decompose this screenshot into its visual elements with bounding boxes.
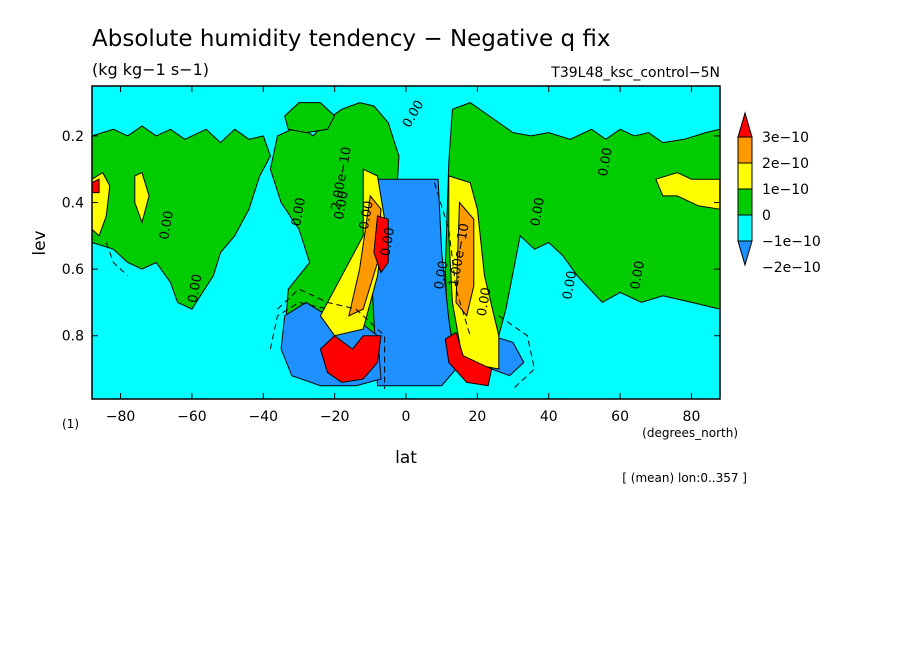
colorbar-label: 3e−10 <box>762 130 809 146</box>
colorbar: 3e−10 2e−10 1e−10 0 −1e−10 −2e−10 <box>737 111 821 276</box>
colorbar-label: −2e−10 <box>762 260 821 276</box>
footnote: [ (mean) lon:0..357 ] <box>622 471 747 485</box>
run-label: T39L48_ksc_control−5N <box>550 65 720 81</box>
contour-neg-1 <box>277 288 386 389</box>
region-yellow-s2 <box>134 171 150 225</box>
y-tick-label: 0.8 <box>62 329 84 345</box>
contour-neg-3 <box>105 242 129 277</box>
region-orange-south-mid <box>348 194 382 317</box>
colorbar-label: −1e−10 <box>762 234 821 250</box>
x-tick-label: −20 <box>320 409 350 425</box>
chart-units: (kg kg−1 s−1) <box>92 60 209 79</box>
colorbar-label: 2e−10 <box>762 156 809 172</box>
x-tick-label: 20 <box>468 409 486 425</box>
contour-label: 0.00 <box>528 196 548 227</box>
y-axis-units: (1) <box>62 417 79 431</box>
x-axis-units: (degrees_north) <box>642 426 738 440</box>
colorbar-swatch <box>737 188 753 216</box>
contour-label: 0.00 <box>332 190 352 221</box>
contour-label: 0.00 <box>157 210 177 241</box>
contour-lines <box>105 182 536 390</box>
contour-label: 0.00 <box>432 260 452 291</box>
y-tick-label: 0.4 <box>62 196 84 212</box>
x-tick-label: 80 <box>683 409 701 425</box>
y-axis-label: lev <box>30 230 50 255</box>
region-red-south <box>319 335 382 383</box>
x-tick-label: 0 <box>402 409 411 425</box>
plot-area: 0.000.000.00 0.00 0.000.000.000.000.000.00… <box>91 85 721 400</box>
y-axis: 0.2 0.4 0.6 0.8 <box>62 129 720 345</box>
colorbar-extend-bottom <box>737 240 753 267</box>
colorbar-extend-top <box>737 111 753 138</box>
colorbar-swatch <box>737 136 753 164</box>
colorbar-swatch <box>737 162 753 190</box>
colorbar-label: 1e−10 <box>762 182 809 198</box>
contour-neg-5 <box>434 182 471 336</box>
x-tick-label: −80 <box>106 409 136 425</box>
contour-label: 0.00 <box>357 200 377 231</box>
contour-label: 0.00 <box>596 146 616 177</box>
region-red-north <box>444 331 493 387</box>
contour-label: 0.00 <box>560 270 580 301</box>
region-green-south <box>91 125 271 310</box>
chart-title: Absolute humidity tendency − Negative q … <box>92 26 610 52</box>
x-axis-label: lat <box>395 448 417 468</box>
x-axis: −80 −60 −40 −20 0 20 40 60 80 <box>106 86 701 425</box>
contour-neg-2 <box>269 301 328 350</box>
contour-label: 0.00 <box>186 273 206 304</box>
contour-label: 0.00 <box>475 286 495 317</box>
region-red-south-mid <box>373 215 389 274</box>
y-tick-label: 0.6 <box>62 262 84 278</box>
contour-label: 0.00 <box>289 196 309 227</box>
x-tick-label: −60 <box>177 409 207 425</box>
x-tick-label: 40 <box>540 409 558 425</box>
contour-neg-4 <box>498 315 536 390</box>
contour-label: 0.00 <box>378 226 398 257</box>
region-orange-north-mid <box>455 201 475 317</box>
region-blue-equator <box>369 178 457 387</box>
x-tick-label: 60 <box>611 409 629 425</box>
contour-fills <box>91 102 721 387</box>
contour-label: 0.00 <box>628 260 648 291</box>
y-tick-label: 0.2 <box>62 129 84 145</box>
colorbar-label: 0 <box>762 208 771 224</box>
x-tick-label: −40 <box>248 409 278 425</box>
colorbar-swatch <box>737 214 753 242</box>
region-green-top <box>284 102 336 134</box>
